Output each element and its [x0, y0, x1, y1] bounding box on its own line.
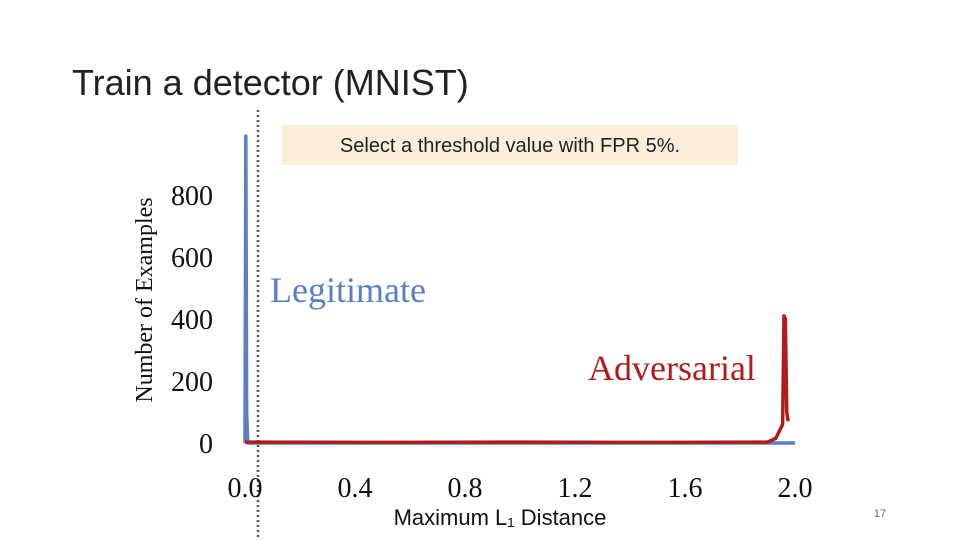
- x-tick-label: 2.0: [778, 473, 813, 504]
- x-tick-label: 1.2: [558, 473, 593, 504]
- series-label: Legitimate: [270, 270, 426, 310]
- y-tick-label: 800: [171, 181, 213, 212]
- series-line: [244, 314, 790, 445]
- y-tick-label: 600: [171, 243, 213, 274]
- y-axis-label: Number of Examples: [132, 197, 158, 402]
- x-tick-label: 0.0: [228, 473, 263, 504]
- y-tick-label: 400: [171, 305, 213, 336]
- annotation-box: [282, 125, 738, 165]
- x-axis-label: Maximum L₁ Distance: [394, 505, 607, 530]
- series-label: Adversarial: [588, 348, 756, 388]
- y-tick-label: 200: [171, 367, 213, 398]
- y-tick-label: 0: [199, 429, 213, 460]
- slide-title: Train a detector (MNIST): [72, 62, 469, 103]
- x-tick-label: 0.8: [448, 473, 483, 504]
- x-tick-label: 0.4: [338, 473, 373, 504]
- annotation: Select a threshold value with FPR 5%.: [340, 135, 680, 157]
- slide-number: 17: [874, 508, 886, 520]
- x-tick-label: 1.6: [668, 473, 703, 504]
